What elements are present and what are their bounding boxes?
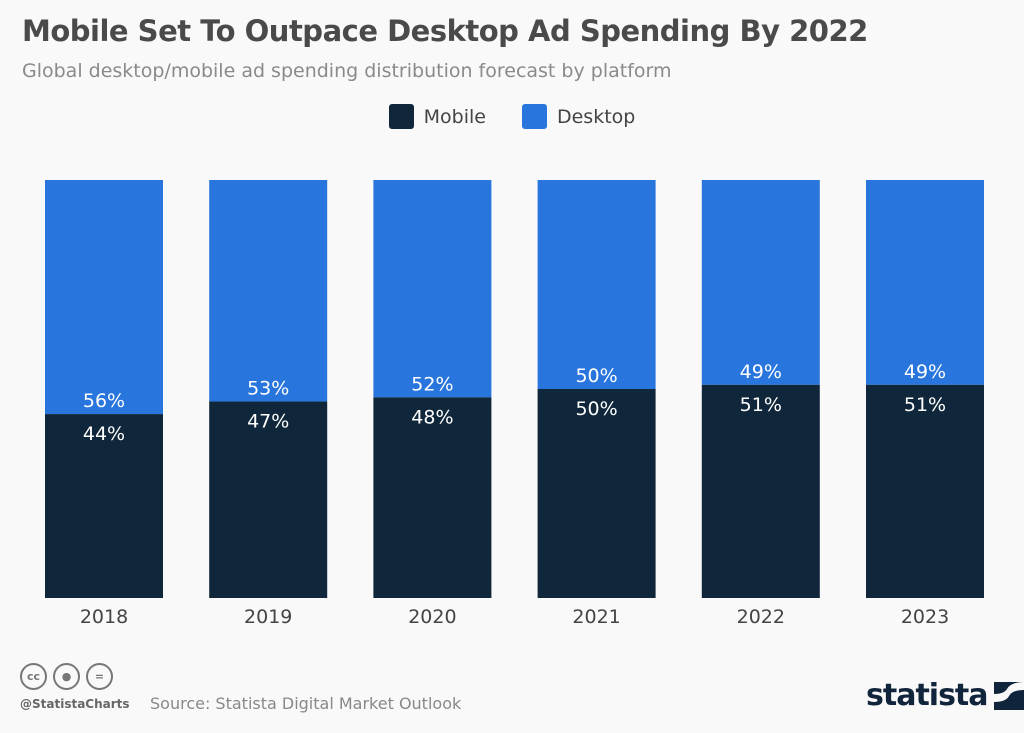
license-icons: cc ● =	[20, 663, 113, 690]
chart-title: Mobile Set To Outpace Desktop Ad Spendin…	[22, 14, 868, 48]
data-label-desktop-2023: 49%	[904, 361, 946, 383]
cc-icon: cc	[20, 663, 47, 690]
source-text: Source: Statista Digital Market Outlook	[150, 694, 462, 713]
legend-item-mobile: Mobile	[388, 104, 486, 129]
x-tick-label-2022: 2022	[737, 606, 785, 628]
bar-mobile-2021	[537, 389, 656, 598]
data-label-desktop-2020: 52%	[411, 373, 453, 395]
x-tick-label-2023: 2023	[901, 606, 949, 628]
statista-logo: statista	[866, 678, 1024, 713]
x-tick-label-2019: 2019	[244, 606, 292, 628]
by-icon: ●	[53, 663, 80, 690]
data-label-mobile-2023: 51%	[904, 394, 946, 416]
legend-label-mobile: Mobile	[423, 105, 486, 128]
x-tick-label-2018: 2018	[80, 606, 128, 628]
bar-desktop-2020	[373, 180, 492, 398]
legend-swatch-mobile	[388, 104, 414, 129]
bar-mobile-2018	[45, 414, 163, 598]
data-label-mobile-2019: 47%	[247, 411, 289, 433]
bar-mobile-2020	[373, 397, 492, 598]
bar-desktop-2019	[209, 180, 328, 402]
legend: Mobile Desktop	[0, 104, 1024, 129]
stacked-bar-chart: 56% 44% 2018 53% 47% 2019 52% 48% 2020 50% 50% 2021…	[45, 180, 984, 628]
bar-mobile-2022	[701, 384, 820, 598]
legend-item-desktop: Desktop	[521, 104, 636, 129]
twitter-handle: @StatistaCharts	[20, 697, 130, 711]
chart-subtitle: Global desktop/mobile ad spending distri…	[22, 60, 672, 82]
x-tick-label-2021: 2021	[572, 606, 620, 628]
statista-logo-text: statista	[866, 678, 989, 713]
nd-icon: =	[86, 663, 113, 690]
bar-mobile-2023	[866, 384, 984, 598]
bar-desktop-2022	[701, 180, 820, 385]
data-label-mobile-2020: 48%	[411, 406, 453, 428]
legend-label-desktop: Desktop	[556, 105, 636, 128]
data-label-desktop-2019: 53%	[247, 378, 289, 400]
data-label-mobile-2021: 50%	[575, 398, 617, 420]
statista-logo-icon	[993, 681, 1024, 710]
bar-desktop-2021	[537, 180, 656, 389]
bar-desktop-2023	[866, 180, 984, 385]
data-label-mobile-2018: 44%	[83, 423, 125, 445]
data-label-desktop-2018: 56%	[83, 390, 125, 412]
x-tick-label-2020: 2020	[408, 606, 456, 628]
data-label-desktop-2022: 49%	[740, 361, 782, 383]
data-label-desktop-2021: 50%	[575, 365, 617, 387]
bar-desktop-2018	[45, 180, 163, 415]
bar-mobile-2019	[209, 401, 328, 598]
legend-swatch-desktop	[521, 104, 547, 129]
data-label-mobile-2022: 51%	[740, 394, 782, 416]
